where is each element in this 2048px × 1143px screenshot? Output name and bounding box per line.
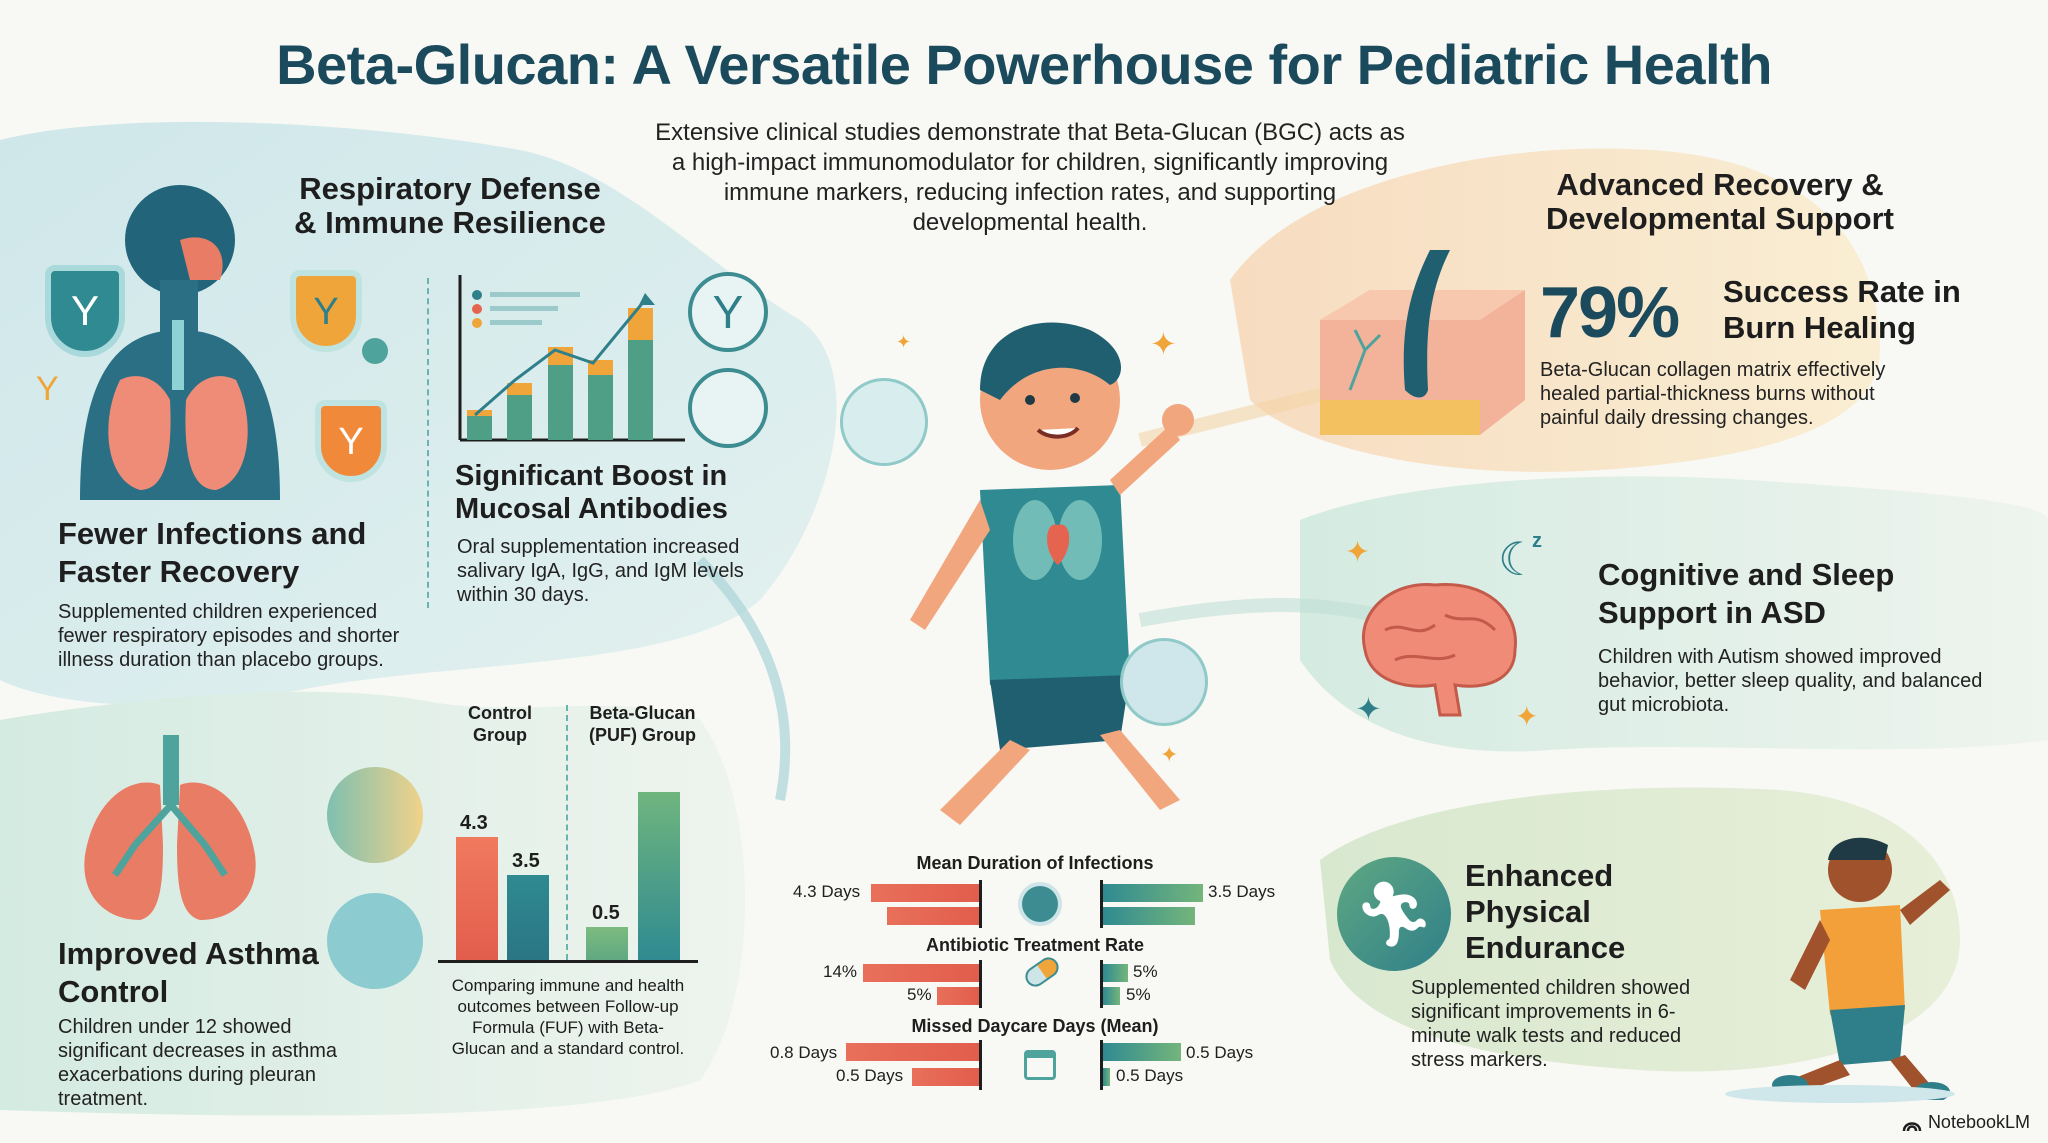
bar-bg-1 — [586, 927, 628, 961]
lungs-icon — [84, 735, 256, 920]
recovery-body: Beta-Glucan collagen matrix effectively … — [1540, 359, 1886, 429]
chart-baseline — [438, 960, 698, 963]
respiratory-heading: Respiratory Defense & Immune Resilience — [294, 171, 606, 240]
daycare-right-1: 0.5 Days — [1186, 1043, 1254, 1062]
divider — [427, 278, 429, 608]
calendar-icon — [1024, 1050, 1056, 1080]
antibody-icon: Y — [36, 370, 59, 408]
asthma-title: Improved Asthma Control — [58, 936, 319, 1009]
intro-text: Extensive clinical studies demonstrate t… — [655, 119, 1405, 236]
daycare-control-bar-2 — [912, 1068, 979, 1086]
antibody-growth-chart-icon — [458, 275, 685, 442]
sleep-z-icon: z — [1532, 530, 1542, 552]
bar-bg-2 — [638, 792, 680, 961]
endurance-body: Supplemented children showed significant… — [1411, 977, 1691, 1071]
notebooklm-brand: NotebookLM — [1902, 1112, 2030, 1133]
lungs-badge-icon — [327, 767, 423, 863]
sparkle-icon: ✦ — [1515, 701, 1539, 732]
group-divider — [566, 705, 568, 960]
antibiotic-bg-bar-2 — [1103, 987, 1120, 1005]
burn-success-stat: 79% — [1540, 273, 1680, 353]
daycare-left-1: 0.8 Days — [770, 1043, 838, 1062]
cognitive-body: Children with Autism showed improved beh… — [1598, 646, 1983, 716]
duration-left-value: 4.3 Days — [793, 882, 861, 901]
axis — [979, 960, 982, 1008]
fewer-infections-body: Supplemented children experienced fewer … — [58, 601, 400, 671]
antibiotic-control-bar-2 — [937, 987, 979, 1005]
axis — [979, 1040, 982, 1090]
bar-value: 4.3 — [460, 812, 488, 834]
running-boy-illustration — [1772, 837, 1950, 1100]
shield-antibody-icon: Y — [315, 400, 387, 482]
runner-badge-icon: 🏃︎ — [1337, 857, 1451, 971]
sparkle-icon: ✦ — [1160, 742, 1179, 767]
axis — [979, 880, 982, 928]
notebooklm-logo-icon — [1902, 1121, 1922, 1131]
duration-right-value: 3.5 Days — [1208, 882, 1276, 901]
sparkle-icon: ✦ — [1355, 691, 1382, 727]
burn-success-label: Success Rate in Burn Healing — [1723, 274, 1961, 345]
moon-sleep-icon: ☾ — [1498, 533, 1540, 585]
duration-title: Mean Duration of Infections — [916, 853, 1154, 873]
skin-layer-icon — [1320, 250, 1525, 435]
brain-icon — [1362, 582, 1517, 717]
bacteria-magnifier-icon — [688, 368, 768, 448]
shield-antibody-icon: Y — [290, 270, 362, 352]
bar-control-2 — [507, 875, 549, 961]
mucosal-body: Oral supplementation increased salivary … — [457, 536, 744, 606]
virus-icon — [1022, 886, 1058, 922]
inhaler-badge-icon — [327, 893, 423, 989]
bar-value: 3.5 — [512, 850, 540, 872]
antibiotic-right-2: 5% — [1126, 985, 1151, 1004]
duration-bg-bar — [1103, 884, 1203, 902]
antibiotic-right-1: 5% — [1133, 962, 1158, 981]
asthma-body: Children under 12 showed significant dec… — [58, 1016, 338, 1110]
ground-shadow — [1725, 1085, 1955, 1103]
respiratory-body-icon — [80, 185, 280, 500]
comparison-caption: Comparing immune and health outcomes bet… — [451, 976, 685, 1058]
microbiota-magnifier-icon — [1120, 638, 1208, 726]
molecule-magnifier-icon — [840, 378, 928, 466]
endurance-title: Enhanced Physical Endurance — [1465, 858, 1626, 965]
daycare-left-2: 0.5 Days — [836, 1066, 904, 1085]
page-title: Beta-Glucan: A Versatile Powerhouse for … — [276, 33, 1772, 96]
virus-icon — [362, 338, 388, 364]
duration-control-bar-2 — [887, 907, 979, 925]
axis — [1100, 880, 1103, 928]
daycare-title: Missed Daycare Days (Mean) — [911, 1016, 1159, 1036]
duration-bg-bar-2 — [1103, 907, 1195, 925]
bar-value: 0.5 — [592, 902, 620, 924]
running-child-illustration — [910, 322, 1194, 825]
daycare-control-bar — [846, 1043, 979, 1061]
antibody-magnifier-icon: Y — [688, 272, 768, 352]
antibiotic-control-bar — [863, 964, 979, 982]
antibiotic-left-2: 5% — [907, 985, 932, 1004]
axis — [1100, 960, 1103, 1008]
duration-control-bar — [871, 884, 979, 902]
shield-antibody-icon: Y — [45, 265, 125, 357]
mucosal-title: Significant Boost in Mucosal Antibodies — [455, 460, 728, 525]
recovery-heading: Advanced Recovery & Developmental Suppor… — [1546, 167, 1894, 236]
beta-glucan-group-label: Beta-Glucan (PUF) Group — [589, 703, 696, 745]
antibiotic-left-1: 14% — [823, 962, 858, 981]
antibiotic-bg-bar — [1103, 964, 1128, 982]
axis — [1100, 1040, 1103, 1090]
antibiotic-title: Antibiotic Treatment Rate — [925, 935, 1145, 955]
sparkle-icon: ✦ — [1345, 536, 1371, 569]
daycare-bg-bar — [1103, 1043, 1181, 1061]
sparkle-icon: ✦ — [896, 332, 912, 352]
daycare-right-2: 0.5 Days — [1116, 1066, 1184, 1085]
fewer-infections-title: Fewer Infections and Faster Recovery — [58, 516, 367, 589]
daycare-bg-bar-2 — [1103, 1068, 1110, 1086]
bar-control-1 — [456, 837, 498, 961]
cognitive-title: Cognitive and Sleep Support in ASD — [1598, 557, 1895, 630]
sparkle-icon: ✦ — [1150, 326, 1177, 362]
control-group-label: Control Group — [468, 703, 532, 745]
brand-label: NotebookLM — [1927, 1112, 2030, 1132]
